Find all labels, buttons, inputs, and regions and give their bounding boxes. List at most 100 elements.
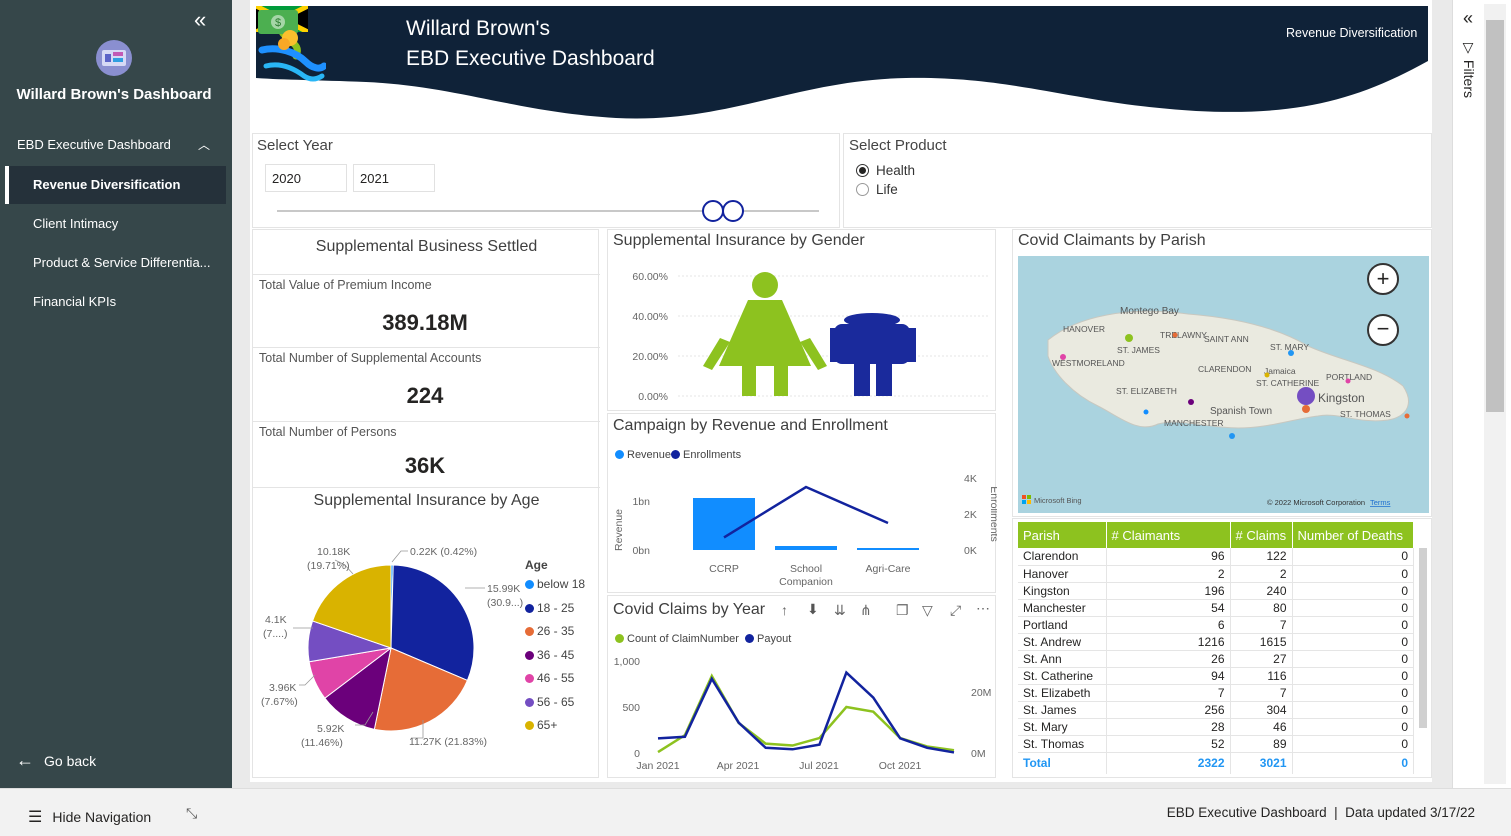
payout-line[interactable] <box>657 670 955 754</box>
nav-item-revenue-diversification[interactable]: Revenue Diversification <box>5 166 226 204</box>
collapse-nav-icon[interactable]: « <box>194 7 207 32</box>
column-header-deaths[interactable]: Number of Deaths <box>1292 522 1414 548</box>
table-row[interactable]: St. Ann 26 27 0 <box>1018 650 1414 668</box>
year-from-input[interactable]: 2020 <box>265 164 347 192</box>
nav-item-client-intimacy[interactable]: Client Intimacy <box>33 216 119 231</box>
nav-group-ebd-dashboard[interactable]: EBD Executive Dashboard ︿ <box>0 135 232 157</box>
filters-text: Filters <box>1461 59 1477 99</box>
zoom-out-icon[interactable]: − <box>1367 314 1399 346</box>
dashboard-title: Willard Brown's EBD Executive Dashboard <box>406 14 655 74</box>
table-cell: St. Andrew <box>1018 633 1107 651</box>
filters-label[interactable]: ▽ Filters <box>1461 40 1477 98</box>
legend-enrollments[interactable]: Enrollments <box>671 449 741 461</box>
product-slicer-label: Select Product <box>849 137 947 154</box>
year-range-slider[interactable] <box>273 198 823 224</box>
claims-chart: 1,000 500 0 20M 0M Jan 2021 Apr 2021 Jul… <box>614 656 992 772</box>
page-scrollbar-thumb[interactable] <box>1486 20 1504 412</box>
table-cell: 122 <box>1230 548 1293 566</box>
copy-icon[interactable]: ❐ <box>896 602 909 618</box>
table-row[interactable]: St. James 256 304 0 <box>1018 701 1414 719</box>
table-row[interactable]: St. Elizabeth 7 7 0 <box>1018 684 1414 702</box>
legend-payout[interactable]: Payout <box>745 633 791 645</box>
age-legend-item[interactable]: 56 - 65 <box>525 695 574 709</box>
drill-up-icon[interactable]: ↑ <box>781 602 788 618</box>
table-row[interactable]: Kingston 196 240 0 <box>1018 582 1414 600</box>
nav-pane: « Willard Brown's Dashboard EBD Executiv… <box>0 0 232 788</box>
table-cell: 6 <box>1106 616 1231 634</box>
map-label: SAINT ANN <box>1204 334 1249 344</box>
legend-dot <box>525 697 534 707</box>
map-bubbles[interactable] <box>1060 332 1410 440</box>
premium-label: Total Value of Premium Income <box>259 278 432 292</box>
pie-label-b1: 15.99K <box>487 583 520 595</box>
pie-label-b2: (30.9...) <box>487 597 523 609</box>
go-back-button[interactable]: ← Go back <box>16 750 96 771</box>
claims-chart-title: Covid Claims by Year <box>613 601 766 618</box>
gender-y-tick: 20.00% <box>632 351 668 363</box>
table-scrollbar[interactable] <box>1419 548 1427 728</box>
slider-handle-from[interactable] <box>702 200 724 222</box>
enrollments-line[interactable] <box>723 485 889 539</box>
parish-map[interactable]: Montego Bay HANOVER TRELAWNY SAINT ANN S… <box>1018 256 1429 513</box>
revenue-bar[interactable] <box>857 548 919 550</box>
table-cell: St. Elizabeth <box>1018 684 1107 702</box>
radio-health[interactable]: Health <box>856 163 915 178</box>
drill-down-icon[interactable]: ⬇ <box>807 601 819 617</box>
map-title: Covid Claimants by Parish <box>1018 232 1206 249</box>
more-options-icon[interactable]: ⋯ <box>976 600 990 616</box>
age-legend-item[interactable]: 26 - 35 <box>525 624 574 638</box>
age-legend-item[interactable]: 36 - 45 <box>525 648 574 662</box>
pie-slice-26-35[interactable] <box>373 647 469 732</box>
gender-chart: 60.00% 40.00% 20.00% 0.00% <box>632 271 988 403</box>
nav-item-product-service[interactable]: Product & Service Differentia... <box>33 255 211 270</box>
claims-x-tick: Jan 2021 <box>636 760 679 772</box>
map-label: PORTLAND <box>1326 372 1372 382</box>
pie-slice-18-25[interactable] <box>390 564 475 682</box>
table-row[interactable]: St. Thomas 52 89 0 <box>1018 735 1414 753</box>
year-to-input[interactable]: 2021 <box>353 164 435 192</box>
bing-label: Microsoft Bing <box>1034 496 1082 505</box>
age-legend-item[interactable]: 46 - 55 <box>525 671 574 685</box>
table-row[interactable]: Clarendon 96 122 0 <box>1018 548 1414 566</box>
dashboard-avatar-icon <box>96 40 132 76</box>
legend-claim-count[interactable]: Count of ClaimNumber <box>615 633 739 645</box>
table-row[interactable]: St. Andrew 1216 1615 0 <box>1018 633 1414 651</box>
map-terms-link[interactable]: Terms <box>1370 498 1391 507</box>
table-cell: 1216 <box>1106 633 1231 651</box>
pie-slice-65-[interactable] <box>311 564 392 649</box>
hide-navigation-button[interactable]: ☰ Hide Navigation <box>28 807 151 827</box>
campaign-x-tick: CCRP <box>709 563 739 575</box>
column-header-parish[interactable]: Parish <box>1018 522 1107 548</box>
table-row[interactable]: St. Catherine 94 116 0 <box>1018 667 1414 685</box>
table-cell: 52 <box>1106 735 1231 753</box>
next-level-icon[interactable]: ⇊ <box>834 602 846 618</box>
table-cell: St. Mary <box>1018 718 1107 736</box>
fit-to-page-icon[interactable]: ⤡ <box>186 805 198 821</box>
table-row[interactable]: Hanover 2 2 0 <box>1018 565 1414 583</box>
map-label: HANOVER <box>1063 324 1105 334</box>
age-legend-item[interactable]: 18 - 25 <box>525 601 574 615</box>
table-row[interactable]: Manchester 54 80 0 <box>1018 599 1414 617</box>
nav-item-financial-kpis[interactable]: Financial KPIs <box>33 294 117 309</box>
age-legend-item[interactable]: below 18 <box>525 577 585 591</box>
zoom-in-icon[interactable]: + <box>1367 263 1399 295</box>
map-copyright: © 2022 Microsoft Corporation <box>1267 498 1365 507</box>
table-row[interactable]: St. Mary 28 46 0 <box>1018 718 1414 736</box>
female-figure-icon <box>703 272 827 396</box>
table-cell: 0 <box>1292 735 1414 753</box>
column-header-claimants[interactable]: # Claimants <box>1106 522 1231 548</box>
filter-icon[interactable]: ▽ <box>922 602 933 618</box>
map-label: ST. ELIZABETH <box>1116 386 1177 396</box>
legend-revenue[interactable]: Revenue <box>615 449 671 461</box>
radio-life[interactable]: Life <box>856 182 898 197</box>
expand-hierarchy-icon[interactable]: ⋔ <box>860 602 872 618</box>
focus-mode-icon[interactable]: ⤢ <box>950 602 962 618</box>
table-total-row[interactable]: Total 2322 3021 0 <box>1018 752 1414 774</box>
revenue-bar[interactable] <box>775 546 837 550</box>
column-header-claims[interactable]: # Claims <box>1230 522 1293 548</box>
age-legend-item[interactable]: 65+ <box>525 718 557 732</box>
table-row[interactable]: Portland 6 7 0 <box>1018 616 1414 634</box>
expand-filters-icon[interactable]: « <box>1463 8 1474 28</box>
slider-handle-to[interactable] <box>722 200 744 222</box>
male-figure-icon <box>830 313 916 396</box>
